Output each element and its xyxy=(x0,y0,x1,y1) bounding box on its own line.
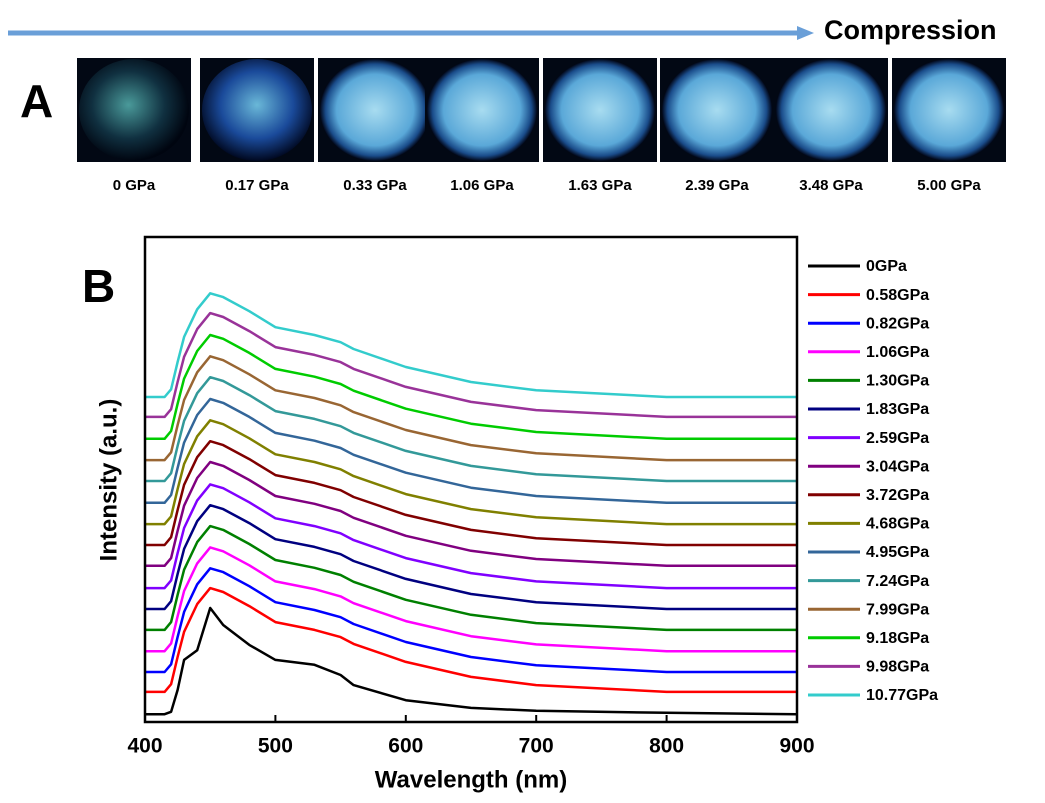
spectrum-line xyxy=(145,439,797,547)
spectrum-line xyxy=(145,333,797,441)
spectrum-line xyxy=(145,586,797,694)
photo-label: 2.39 GPa xyxy=(685,177,749,194)
legend-label: 10.77GPa xyxy=(866,687,938,704)
photo-row: 0 GPa 0.17 GPa 0.33 GPa 1.06 GPa 1.63 GPa 2.3… xyxy=(77,58,1006,194)
spectrum-line xyxy=(145,419,797,526)
photo-glow xyxy=(662,59,772,161)
spectrum-line xyxy=(145,375,797,483)
photo-glow xyxy=(202,59,312,161)
legend-label: 9.98GPa xyxy=(866,659,929,676)
plot: 400 500 600 700 800 900 Wavelength (nm) Intensi… xyxy=(95,235,938,793)
photo-label: 5.00 GPa xyxy=(917,177,981,194)
x-tick-label: 500 xyxy=(258,735,293,758)
legend-label: 0.82GPa xyxy=(866,315,929,332)
photo-label: 1.63 GPa xyxy=(568,177,632,194)
photo-glow xyxy=(545,59,655,161)
photo-glow xyxy=(894,59,1004,161)
spectrum-line xyxy=(145,397,797,505)
spectrum-line xyxy=(145,292,797,399)
panel-label: B xyxy=(82,260,115,312)
photo-glow xyxy=(79,59,189,161)
x-tick-label: 800 xyxy=(649,735,684,758)
spectrum-line xyxy=(145,483,797,590)
x-tick-label: 400 xyxy=(127,735,162,758)
photo-label: 0 GPa xyxy=(113,177,156,194)
spectrum-line xyxy=(145,311,797,419)
spectrum-line xyxy=(145,606,798,716)
photo-glow xyxy=(320,59,430,161)
legend-label: 2.59GPa xyxy=(866,430,929,447)
legend-label: 1.06GPa xyxy=(866,344,929,361)
x-tick-label: 900 xyxy=(779,735,814,758)
legend-label: 3.04GPa xyxy=(866,458,929,475)
legend-label: 0.58GPa xyxy=(866,287,929,304)
legend-label: 9.18GPa xyxy=(866,630,929,647)
x-tick-label: 600 xyxy=(388,735,423,758)
legend-label: 3.72GPa xyxy=(866,487,929,504)
spectrum-line xyxy=(145,567,797,674)
legend-label: 4.68GPa xyxy=(866,516,929,533)
photo-glow xyxy=(776,59,886,161)
arrow-label: Compression xyxy=(824,15,997,45)
photo-label: 1.06 GPa xyxy=(450,177,514,194)
photo-label: 0.17 GPa xyxy=(225,177,289,194)
legend-label: 4.95GPa xyxy=(866,544,929,561)
photo-label: 3.48 GPa xyxy=(799,177,863,194)
legend-label: 0GPa xyxy=(866,258,907,275)
spectrum-line xyxy=(145,460,797,568)
panel-label: A xyxy=(20,75,53,127)
legend-label: 7.99GPa xyxy=(866,601,929,618)
spectrum-line xyxy=(145,355,797,462)
photo-label: 0.33 GPa xyxy=(343,177,407,194)
spectrum-line xyxy=(145,546,797,653)
legend-label: 7.24GPa xyxy=(866,573,929,590)
photo-glow xyxy=(427,59,537,161)
plot-frame xyxy=(143,235,799,724)
x-tick-label: 700 xyxy=(519,735,554,758)
arrow-head xyxy=(797,26,814,40)
y-axis-title: Intensity (a.u.) xyxy=(95,399,122,562)
legend-label: 1.30GPa xyxy=(866,373,929,390)
legend-label: 1.83GPa xyxy=(866,401,929,418)
x-axis-title: Wavelength (nm) xyxy=(375,766,567,793)
spectrum-line xyxy=(145,524,797,632)
spectrum-line xyxy=(145,503,797,611)
